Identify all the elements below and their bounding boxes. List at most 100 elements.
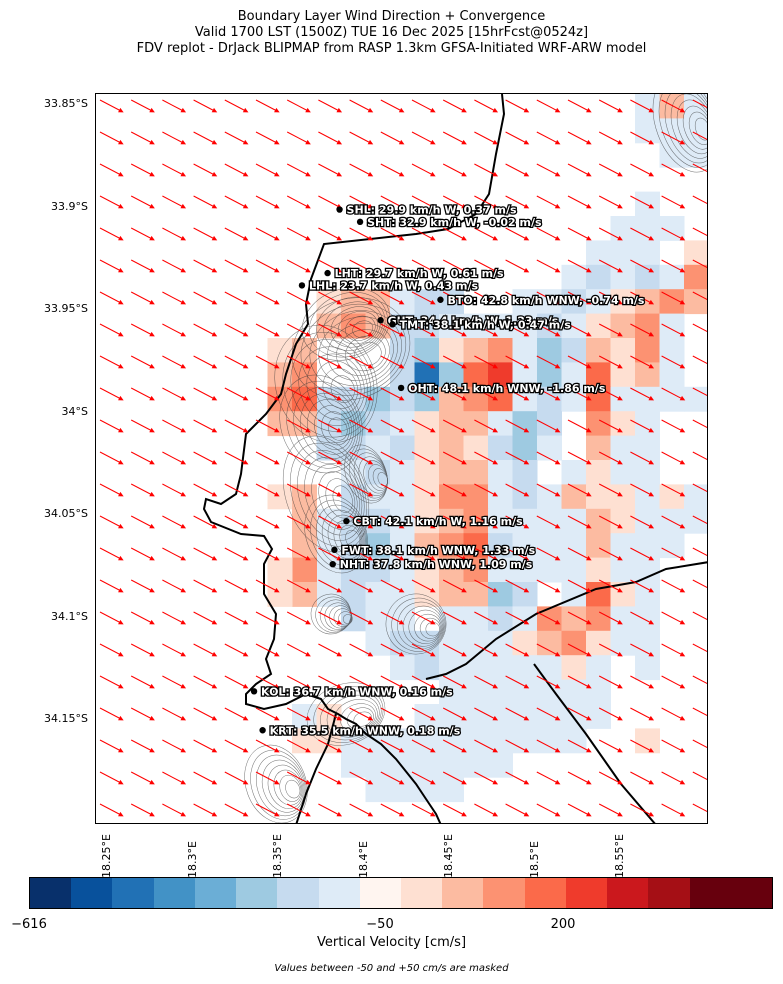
contour-line [315, 596, 352, 633]
convergence-cell [439, 777, 464, 803]
wind-arrow [567, 419, 592, 433]
wind-arrow [255, 611, 280, 625]
convergence-cell [635, 240, 660, 266]
wind-arrow [474, 355, 499, 369]
wind-arrow [349, 515, 374, 529]
wind-arrow [630, 579, 655, 593]
wind-arrow [567, 163, 592, 177]
contour-line [419, 617, 441, 639]
wind-arrow [505, 99, 530, 113]
convergence-cell [610, 533, 636, 559]
convergence-cell [439, 386, 464, 412]
convergence-cell [439, 679, 464, 705]
convergence-cell [463, 435, 489, 461]
wind-arrow [286, 131, 311, 145]
map-panel[interactable]: SHL: 29.9 km/h W, 0.37 m/s SHT: 32.9 km/h… [95, 93, 708, 824]
convergence-cell [659, 216, 685, 241]
wind-arrow [286, 451, 311, 465]
station-sht[interactable]: SHT: 32.9 km/h W, -0.02 m/s [356, 215, 543, 230]
wind-arrow [380, 803, 405, 817]
convergence-cell [635, 460, 660, 485]
station-label: GUT: 34.4 km/h W, 1.23 m/s [388, 314, 559, 327]
wind-arrow [567, 707, 592, 721]
wind-arrow [411, 451, 436, 465]
station-fwt[interactable]: FWT: 38.1 km/h WNW, 1.33 m/s [331, 543, 537, 558]
wind-arrow [630, 323, 655, 337]
contour-line [345, 315, 376, 341]
lon-tick-label: 18.5°E [527, 841, 541, 878]
station-bto[interactable]: BTO: 42.8 km/h WNW, -0.74 m/s [437, 292, 646, 308]
wind-arrow [505, 515, 530, 529]
contour-line [306, 682, 386, 746]
wind-arrow [255, 547, 280, 561]
wind-arrow [630, 675, 655, 689]
colorbar-segment [400, 878, 443, 908]
station-cbt[interactable]: CBT: 42.1 km/h W, 1.16 m/s [343, 514, 524, 529]
wind-arrow [598, 803, 623, 817]
wind-arrow [380, 611, 405, 625]
wind-arrow [380, 547, 405, 561]
station-dot [336, 206, 343, 213]
wind-arrow [567, 323, 592, 337]
convergence-cell [610, 289, 636, 315]
wind-arrow [442, 643, 467, 657]
wind-arrows [99, 99, 707, 817]
contour-line [314, 360, 362, 415]
station-lhl[interactable]: LHL: 23.7 km/h W, 0.43 m/s [298, 278, 480, 294]
convergence-cell [561, 606, 587, 632]
wind-arrow [474, 291, 499, 305]
contour-line [321, 411, 350, 446]
wind-arrow [130, 803, 155, 817]
station-kol[interactable]: KOL: 36.7 km/h WNW, 0.16 m/s [250, 684, 454, 700]
station-dot [377, 317, 384, 324]
station-oht[interactable]: OHT: 48.1 km/h WNW, -1.86 m/s [397, 381, 607, 396]
contour-line [352, 320, 374, 338]
wind-arrow [318, 643, 343, 657]
convergence-cell [635, 191, 660, 217]
wind-arrow [349, 579, 374, 593]
wind-arrow [692, 291, 707, 301]
lat-tick-label: 34°S [61, 404, 88, 418]
convergence-cell [292, 704, 317, 729]
wind-arrow [411, 547, 436, 561]
wind-arrow [224, 771, 249, 785]
station-lht[interactable]: LHT: 29.7 km/h W, 0.61 m/s [324, 266, 505, 281]
wind-arrow [442, 387, 467, 401]
station-tmt[interactable]: TMT: 38.1 km/h W, 0.47 m/s [389, 317, 573, 333]
convergence-cell [439, 752, 464, 778]
wind-arrow [318, 707, 343, 721]
contour-line [336, 329, 390, 376]
wind-arrow [598, 451, 623, 465]
wind-arrow [318, 611, 343, 625]
convergence-cell [659, 264, 685, 290]
wind-arrow [505, 419, 530, 433]
wind-arrow [630, 611, 655, 625]
wind-arrow [286, 99, 311, 113]
wind-arrow [442, 291, 467, 305]
station-krt[interactable]: KRT: 35.5 km/h WNW, 0.18 m/s [259, 723, 462, 739]
wind-arrow [411, 483, 436, 497]
wind-arrow [411, 803, 436, 817]
wind-arrow [380, 387, 405, 401]
convergence-cell [635, 118, 660, 144]
convergence-cell [684, 508, 707, 534]
wind-arrow [474, 419, 499, 433]
wind-arrow [661, 323, 686, 337]
wind-arrow [474, 611, 499, 625]
wind-arrow [567, 387, 592, 401]
wind-arrow [442, 707, 467, 721]
convergence-cell [390, 533, 415, 559]
station-shl[interactable]: SHL: 29.9 km/h W, 0.37 m/s [336, 202, 518, 218]
station-nht[interactable]: NHT: 37.8 km/h WNW, 1.09 m/s [329, 557, 534, 573]
wind-arrow [474, 707, 499, 721]
convergence-cell [537, 435, 562, 461]
convergence-cell [635, 338, 660, 363]
station-gut[interactable]: GUT: 34.4 km/h W, 1.23 m/s [377, 313, 560, 329]
contour-line [346, 707, 374, 730]
wind-arrow [193, 675, 218, 689]
contour-line [316, 504, 366, 567]
convergence-cell [463, 557, 489, 583]
contour-line [694, 117, 707, 141]
